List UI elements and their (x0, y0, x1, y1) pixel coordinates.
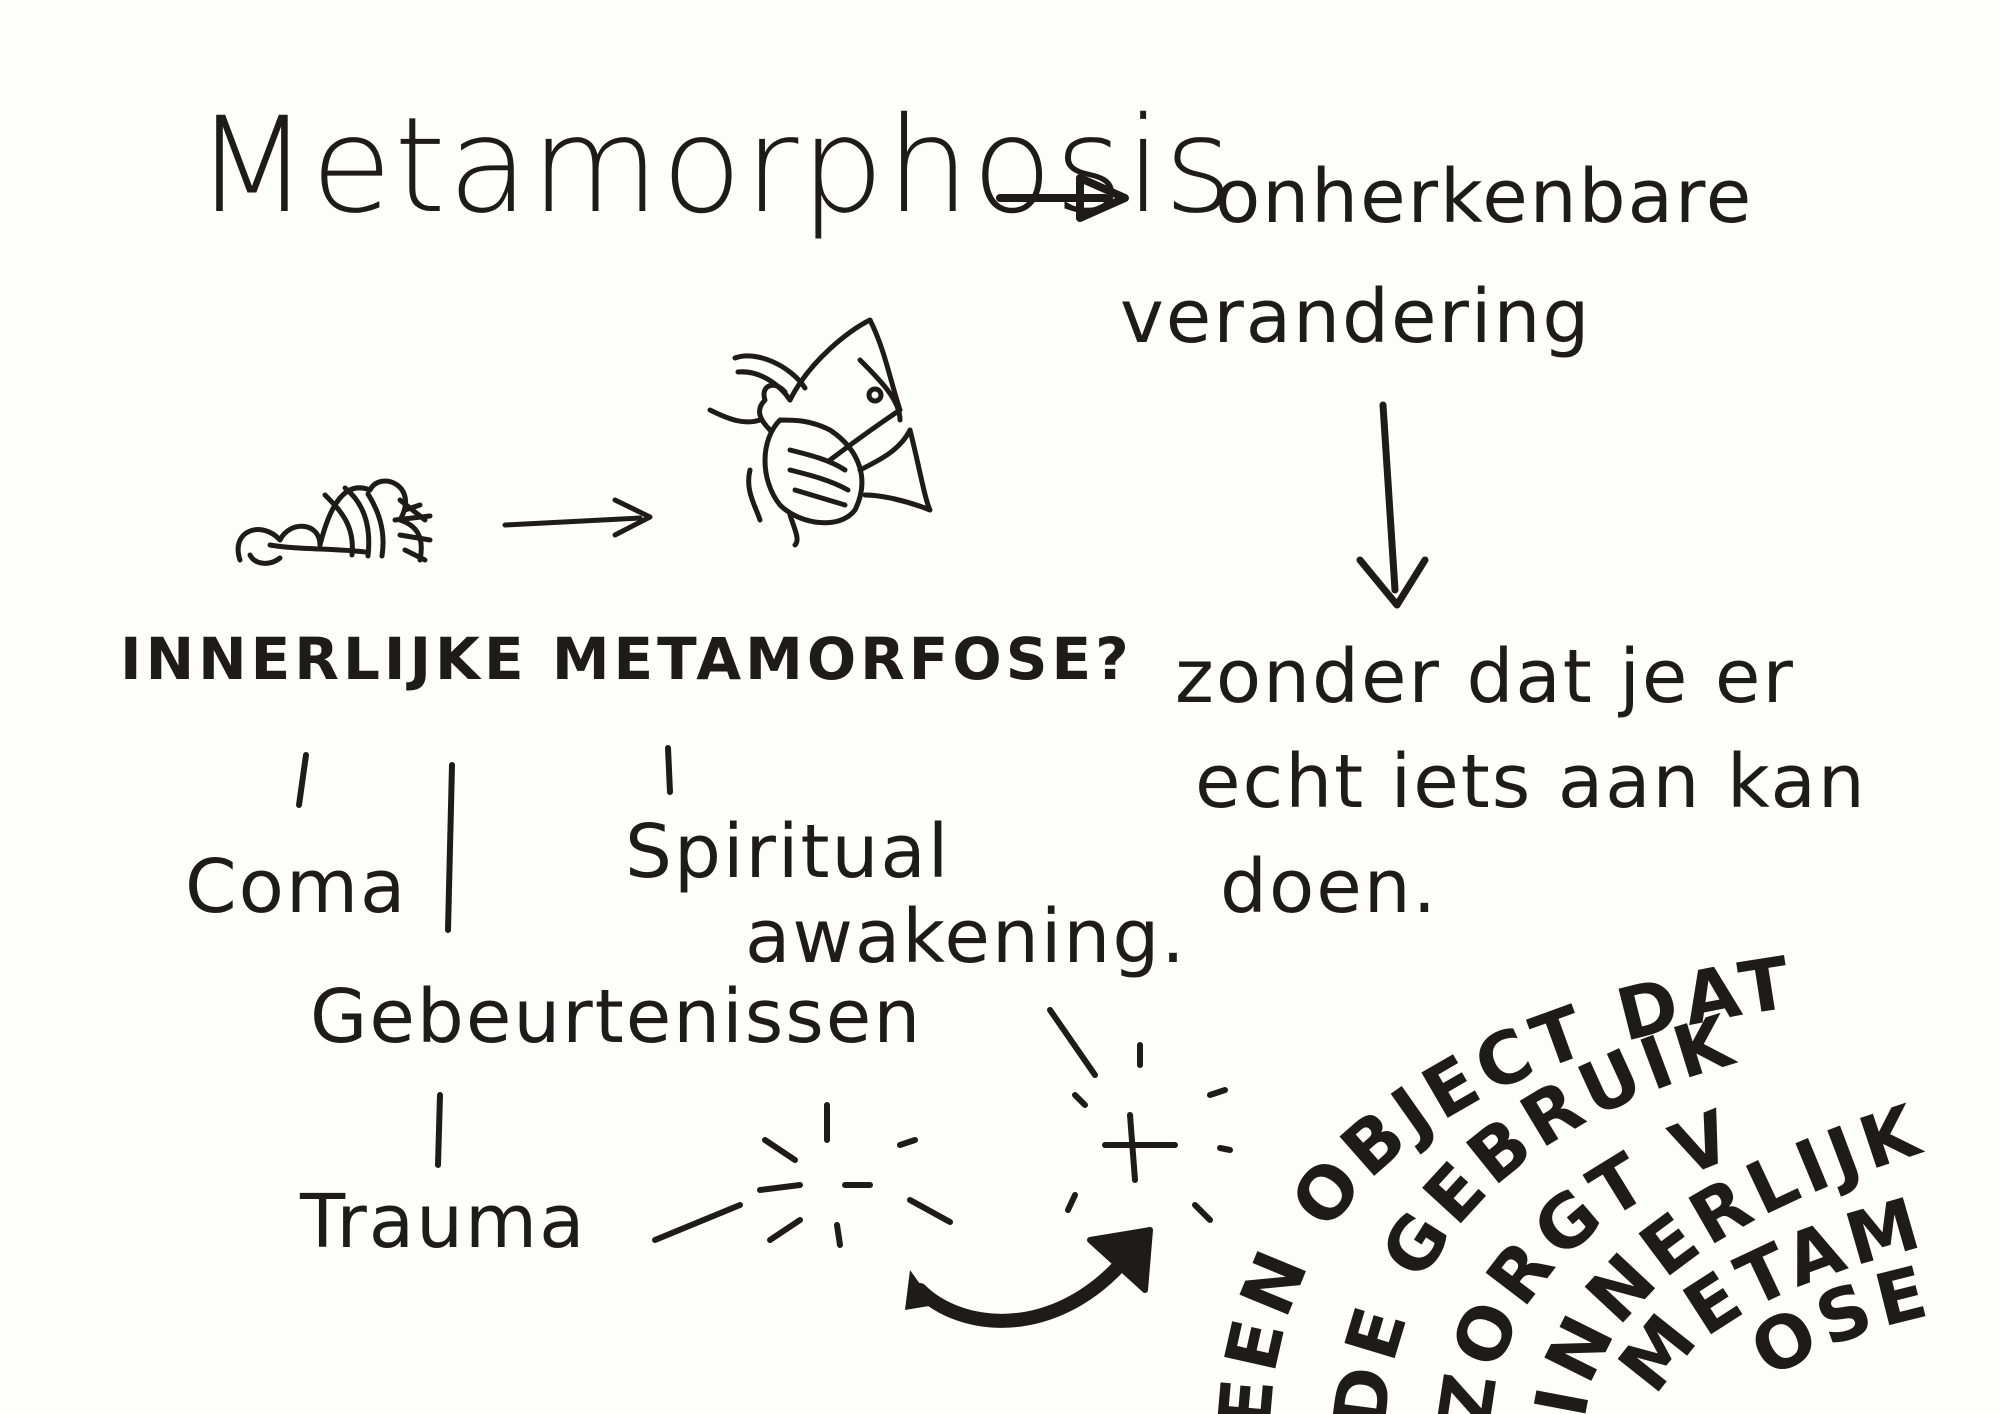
consequence-line-1: zonder dat je er (1175, 634, 1795, 720)
sparkle-icon (652, 1007, 1233, 1248)
page-title: Metamorphosis (195, 89, 1235, 243)
title-arrow (996, 174, 1129, 222)
branch-events: Gebeurtenissen (310, 974, 923, 1060)
branch-spiritual-line-2: awakening. (745, 894, 1187, 980)
branch-lines (296, 745, 673, 1168)
question-heading: INNERLIJKE METAMORFOSE? (120, 625, 1133, 693)
branch-coma: Coma (185, 844, 408, 930)
transformation-arrow (502, 497, 653, 538)
consequence-line-2: echt iets aan kan (1195, 739, 1867, 825)
curved-arrow (905, 1227, 1153, 1328)
branch-trauma: Trauma (300, 1179, 587, 1265)
branch-spiritual-line-1: Spiritual (625, 809, 951, 895)
definition-line-1: onherkenbare (1215, 154, 1754, 240)
butterfly-icon (707, 317, 933, 548)
caterpillar-icon (235, 478, 433, 566)
definition-line-2: verandering (1120, 274, 1592, 360)
consequence-line-3: doen. (1220, 844, 1439, 930)
definition-down-arrow (1356, 401, 1429, 609)
